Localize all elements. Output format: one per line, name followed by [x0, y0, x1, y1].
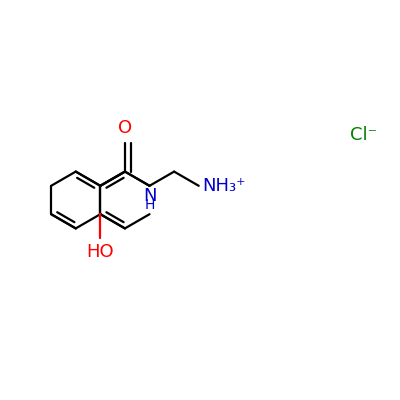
- Text: Cl⁻: Cl⁻: [350, 126, 377, 144]
- Text: HO: HO: [86, 243, 114, 261]
- Text: NH₃⁺: NH₃⁺: [202, 177, 245, 195]
- Text: O: O: [118, 119, 132, 137]
- Text: N: N: [143, 186, 156, 204]
- Text: H: H: [144, 198, 155, 212]
